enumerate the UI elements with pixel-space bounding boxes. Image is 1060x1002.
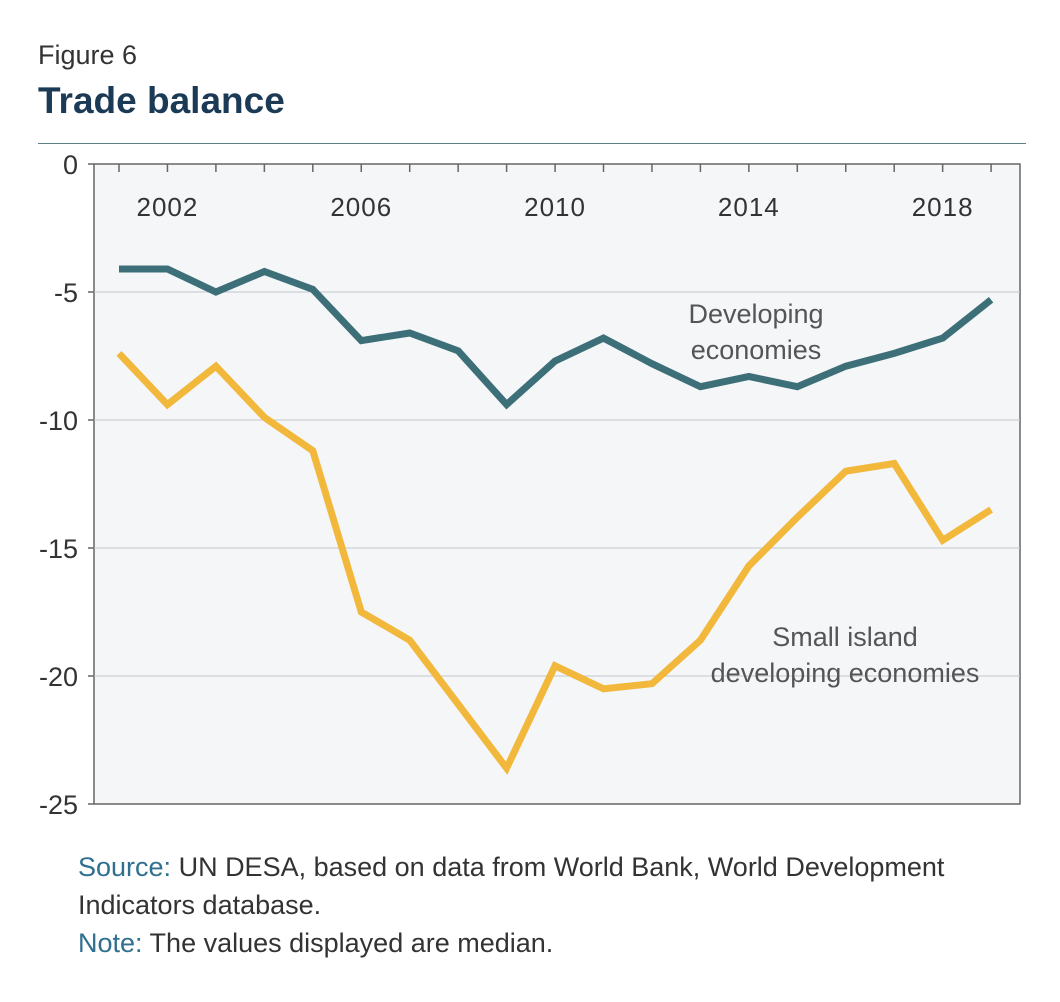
- series-label: developing economies: [711, 658, 980, 688]
- note-key: Note:: [78, 928, 143, 958]
- series-label: economies: [691, 335, 822, 365]
- note-line: Note: The values displayed are median.: [78, 924, 978, 962]
- source-line-2: Indicators database.: [78, 890, 322, 920]
- series-label: Small island: [772, 622, 918, 652]
- source-line: Source: UN DESA, based on data from Worl…: [78, 848, 978, 886]
- series-label: Developing: [688, 299, 823, 329]
- y-tick-label: -15: [39, 534, 78, 564]
- y-tick-label: -25: [39, 790, 78, 820]
- chart-title: Trade balance: [38, 80, 285, 121]
- sids-line: [116, 350, 993, 775]
- note-text: The values displayed are median.: [142, 928, 554, 958]
- y-tick-label: -5: [54, 278, 78, 308]
- axis-ticks: [88, 163, 992, 805]
- x-tick-label: 2002: [137, 192, 199, 222]
- y-tick-label: -20: [39, 662, 78, 692]
- developing-economies-line: [119, 265, 994, 410]
- line-chart: 0 -5 -10 -15 -20 -25 2002 2006 2010 2014 2018 Devel…: [39, 150, 1021, 820]
- x-tick-label: 2006: [330, 192, 392, 222]
- source-notes: Source: UN DESA, based on data from Worl…: [78, 848, 978, 962]
- series-lines: [116, 265, 994, 775]
- y-tick-label: -10: [39, 406, 78, 436]
- source-text: UN DESA, based on data from World Bank, …: [171, 852, 945, 882]
- plot-area: [93, 163, 1021, 805]
- x-tick-label: 2010: [524, 192, 586, 222]
- figure-label: Figure 6: [38, 40, 138, 70]
- labels: 0 -5 -10 -15 -20 -25 2002 2006 2010 2014 2018 Devel…: [39, 150, 979, 820]
- gridlines: [94, 291, 1020, 677]
- x-tick-label: 2018: [912, 192, 974, 222]
- y-tick-label: 0: [63, 150, 78, 180]
- source-key: Source:: [78, 852, 172, 882]
- title-divider: [38, 143, 1026, 144]
- x-tick-label: 2014: [718, 192, 780, 222]
